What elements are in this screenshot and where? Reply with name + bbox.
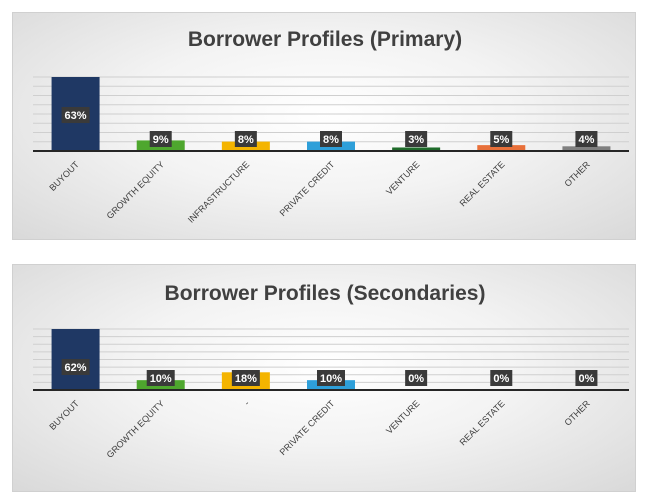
bar-chart-primary: Borrower Profiles (Primary) 63% 9% 8% 8% 3% 5… [33, 28, 629, 225]
category-label: PRIVATE CREDIT [278, 398, 337, 457]
category-label: REAL ESTATE [458, 159, 507, 208]
category-label: PRIVATE CREDIT [278, 159, 337, 218]
bar [477, 145, 526, 151]
data-label-box [490, 131, 513, 147]
data-label-box [405, 131, 428, 147]
data-label-box [231, 370, 260, 386]
data-label-box [146, 370, 175, 386]
data-label: 62% [65, 362, 87, 374]
category-label: - [242, 398, 251, 407]
chart-panel-secondaries: Borrower Profiles (Secondaries) 62% 10% 18… [12, 264, 636, 492]
data-label: 5% [493, 134, 509, 146]
data-label: 4% [578, 134, 594, 146]
data-label-box [575, 370, 598, 386]
category-label: VENTURE [384, 159, 421, 196]
data-label-box [317, 370, 345, 386]
category-label: VENTURE [384, 398, 421, 435]
bar [562, 146, 611, 151]
bar [392, 147, 441, 151]
chart-title: Borrower Profiles (Primary) [188, 28, 462, 51]
data-label: 9% [153, 134, 169, 146]
data-label: 8% [323, 134, 339, 146]
chart-title: Borrower Profiles (Secondaries) [165, 282, 486, 305]
data-label: 63% [65, 110, 87, 122]
data-label: 0% [408, 373, 424, 385]
category-label: GROWTH EQUITY [105, 398, 167, 460]
bar-chart-secondaries: Borrower Profiles (Secondaries) 62% 10% 18… [33, 282, 629, 460]
category-label: BUYOUT [47, 398, 81, 432]
data-label: 3% [408, 134, 424, 146]
data-label: 18% [235, 373, 257, 385]
data-label: 0% [493, 373, 509, 385]
category-label: BUYOUT [47, 159, 81, 193]
data-label-box [575, 131, 598, 147]
chart-panel-primary: Borrower Profiles (Primary) 63% 9% 8% 8% 3% 5… [12, 12, 636, 240]
data-label-box [405, 370, 428, 386]
data-label-box [61, 359, 90, 375]
category-label: INFRASTRUCTURE [186, 159, 251, 224]
data-label: 0% [578, 373, 594, 385]
category-label: OTHER [562, 398, 592, 428]
data-label-box [320, 131, 342, 147]
data-label-box [149, 131, 172, 147]
data-label-box [490, 370, 513, 386]
data-label: 8% [238, 134, 254, 146]
category-label: OTHER [562, 159, 592, 189]
data-label: 10% [320, 373, 342, 385]
data-label: 10% [150, 373, 172, 385]
data-label-box [61, 107, 90, 123]
category-label: REAL ESTATE [458, 398, 507, 447]
category-label: GROWTH EQUITY [105, 159, 167, 221]
data-label-box [234, 131, 257, 147]
